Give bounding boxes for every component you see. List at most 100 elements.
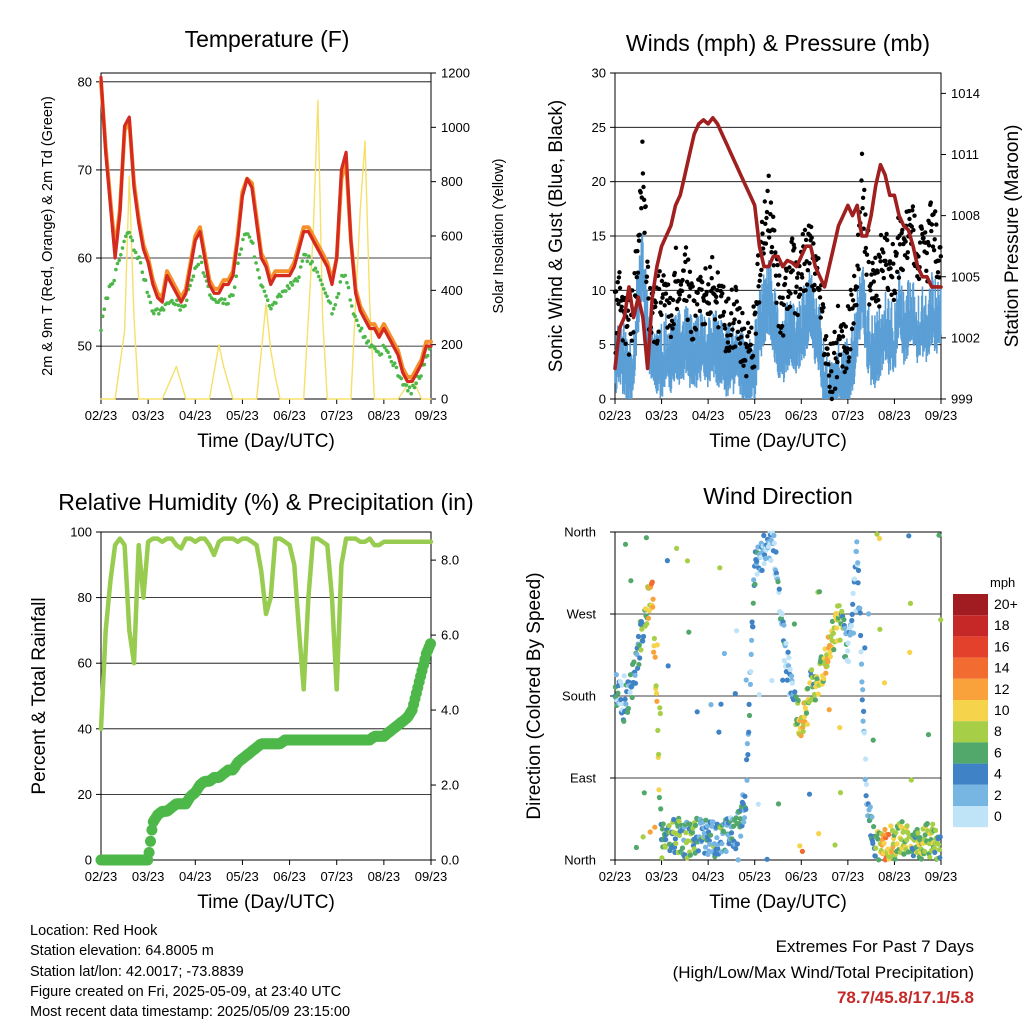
- gust-point: [870, 260, 875, 266]
- gust-point: [704, 289, 709, 295]
- x-tick-label: 09/23: [415, 869, 448, 884]
- direction-point: [708, 702, 714, 708]
- direction-point: [636, 661, 642, 668]
- gust-point: [642, 230, 647, 235]
- direction-point: [645, 615, 652, 621]
- x-tick-label: 02/23: [85, 408, 118, 423]
- gust-point: [928, 200, 933, 205]
- gust-point: [726, 296, 731, 301]
- gust-point: [663, 291, 669, 296]
- gust-point: [793, 290, 798, 295]
- gust-point: [720, 291, 725, 296]
- direction-point: [636, 642, 642, 648]
- dewpoint-point: [234, 274, 239, 279]
- direction-point: [862, 645, 868, 651]
- direction-point: [785, 649, 791, 655]
- dewpoint-point: [122, 239, 126, 244]
- gust-point: [646, 296, 651, 301]
- dewpoint-point: [147, 294, 151, 299]
- gust-point: [841, 345, 847, 350]
- legend-swatch: [953, 700, 988, 722]
- gust-point: [748, 342, 753, 347]
- gust-point: [790, 268, 795, 273]
- gust-point: [645, 264, 651, 269]
- gust-point: [863, 245, 869, 251]
- dewpoint-point: [317, 274, 321, 279]
- direction-point: [904, 823, 910, 829]
- gust-point: [767, 235, 772, 240]
- gust-point: [824, 334, 829, 339]
- station-elevation: Station elevation: 64.8005 m: [30, 943, 214, 960]
- x-tick-label: 04/23: [692, 869, 725, 884]
- dewpoint-point: [170, 298, 174, 303]
- gust-point: [741, 363, 746, 368]
- station-info: Location: Red Hook Station elevation: 64…: [30, 921, 350, 1022]
- direction-point: [652, 654, 658, 660]
- gust-point: [867, 302, 872, 307]
- direction-point: [744, 741, 751, 747]
- gust-point: [864, 252, 870, 257]
- direction-point: [910, 853, 917, 859]
- gust-point: [765, 188, 770, 194]
- gust-point: [749, 325, 754, 330]
- direction-point: [687, 852, 694, 858]
- gust-point: [764, 215, 769, 221]
- legend-label: 14: [994, 660, 1010, 676]
- direction-point: [786, 655, 792, 661]
- gust-point: [851, 321, 856, 326]
- dewpoint-point: [279, 294, 283, 299]
- dewpoint-point: [102, 307, 107, 312]
- direction-point: [836, 603, 842, 609]
- dewpoint-point: [247, 235, 252, 239]
- gust-point: [849, 292, 854, 297]
- y-axis-label: Sonic Wind & Gust (Blue, Black): [546, 100, 567, 372]
- y-tick-label: 80: [78, 590, 92, 605]
- gust-point: [731, 302, 737, 307]
- y-tick-label: 0: [85, 853, 92, 868]
- direction-point: [643, 535, 650, 541]
- dewpoint-point: [183, 303, 187, 308]
- dewpoint-point: [407, 385, 412, 390]
- dewpoint-point: [246, 232, 250, 236]
- gust-point: [871, 268, 876, 273]
- gust-point: [695, 290, 700, 295]
- direction-point: [694, 709, 700, 715]
- direction-point: [837, 725, 843, 731]
- direction-point: [848, 623, 855, 629]
- dewpoint-point: [322, 287, 326, 291]
- dewpoint-point: [310, 259, 315, 264]
- gust-point: [758, 272, 763, 278]
- gust-point: [698, 274, 703, 280]
- dewpoint-point: [348, 298, 353, 302]
- x-tick-label: 02/23: [599, 408, 632, 423]
- direction-point: [623, 701, 629, 707]
- dewpoint-point: [412, 385, 417, 390]
- direction-point: [745, 752, 751, 758]
- gust-point: [825, 346, 830, 351]
- gust-point: [706, 301, 712, 306]
- x-tick-label: 08/23: [368, 869, 401, 884]
- dewpoint-point: [383, 345, 387, 350]
- gust-point: [759, 267, 764, 273]
- gust-point: [619, 304, 624, 309]
- gust-point: [938, 254, 943, 259]
- gust-point: [750, 353, 756, 359]
- direction-point: [743, 806, 749, 813]
- gust-point: [903, 239, 908, 244]
- gust-point: [895, 269, 900, 274]
- direction-point: [827, 654, 834, 660]
- y-tick-label: 30: [592, 66, 606, 81]
- gust-point: [889, 292, 894, 297]
- dewpoint-point: [262, 289, 267, 294]
- direction-point: [746, 729, 752, 735]
- gust-point: [734, 287, 739, 293]
- gust-point: [866, 259, 871, 265]
- dewpoint-point: [236, 261, 240, 266]
- direction-point: [709, 823, 715, 829]
- gust-point: [811, 288, 817, 293]
- dewpoint-point: [267, 304, 272, 308]
- gust-point: [768, 212, 773, 217]
- direction-point: [692, 822, 699, 829]
- gust-point: [797, 292, 803, 297]
- gust-point: [737, 306, 742, 311]
